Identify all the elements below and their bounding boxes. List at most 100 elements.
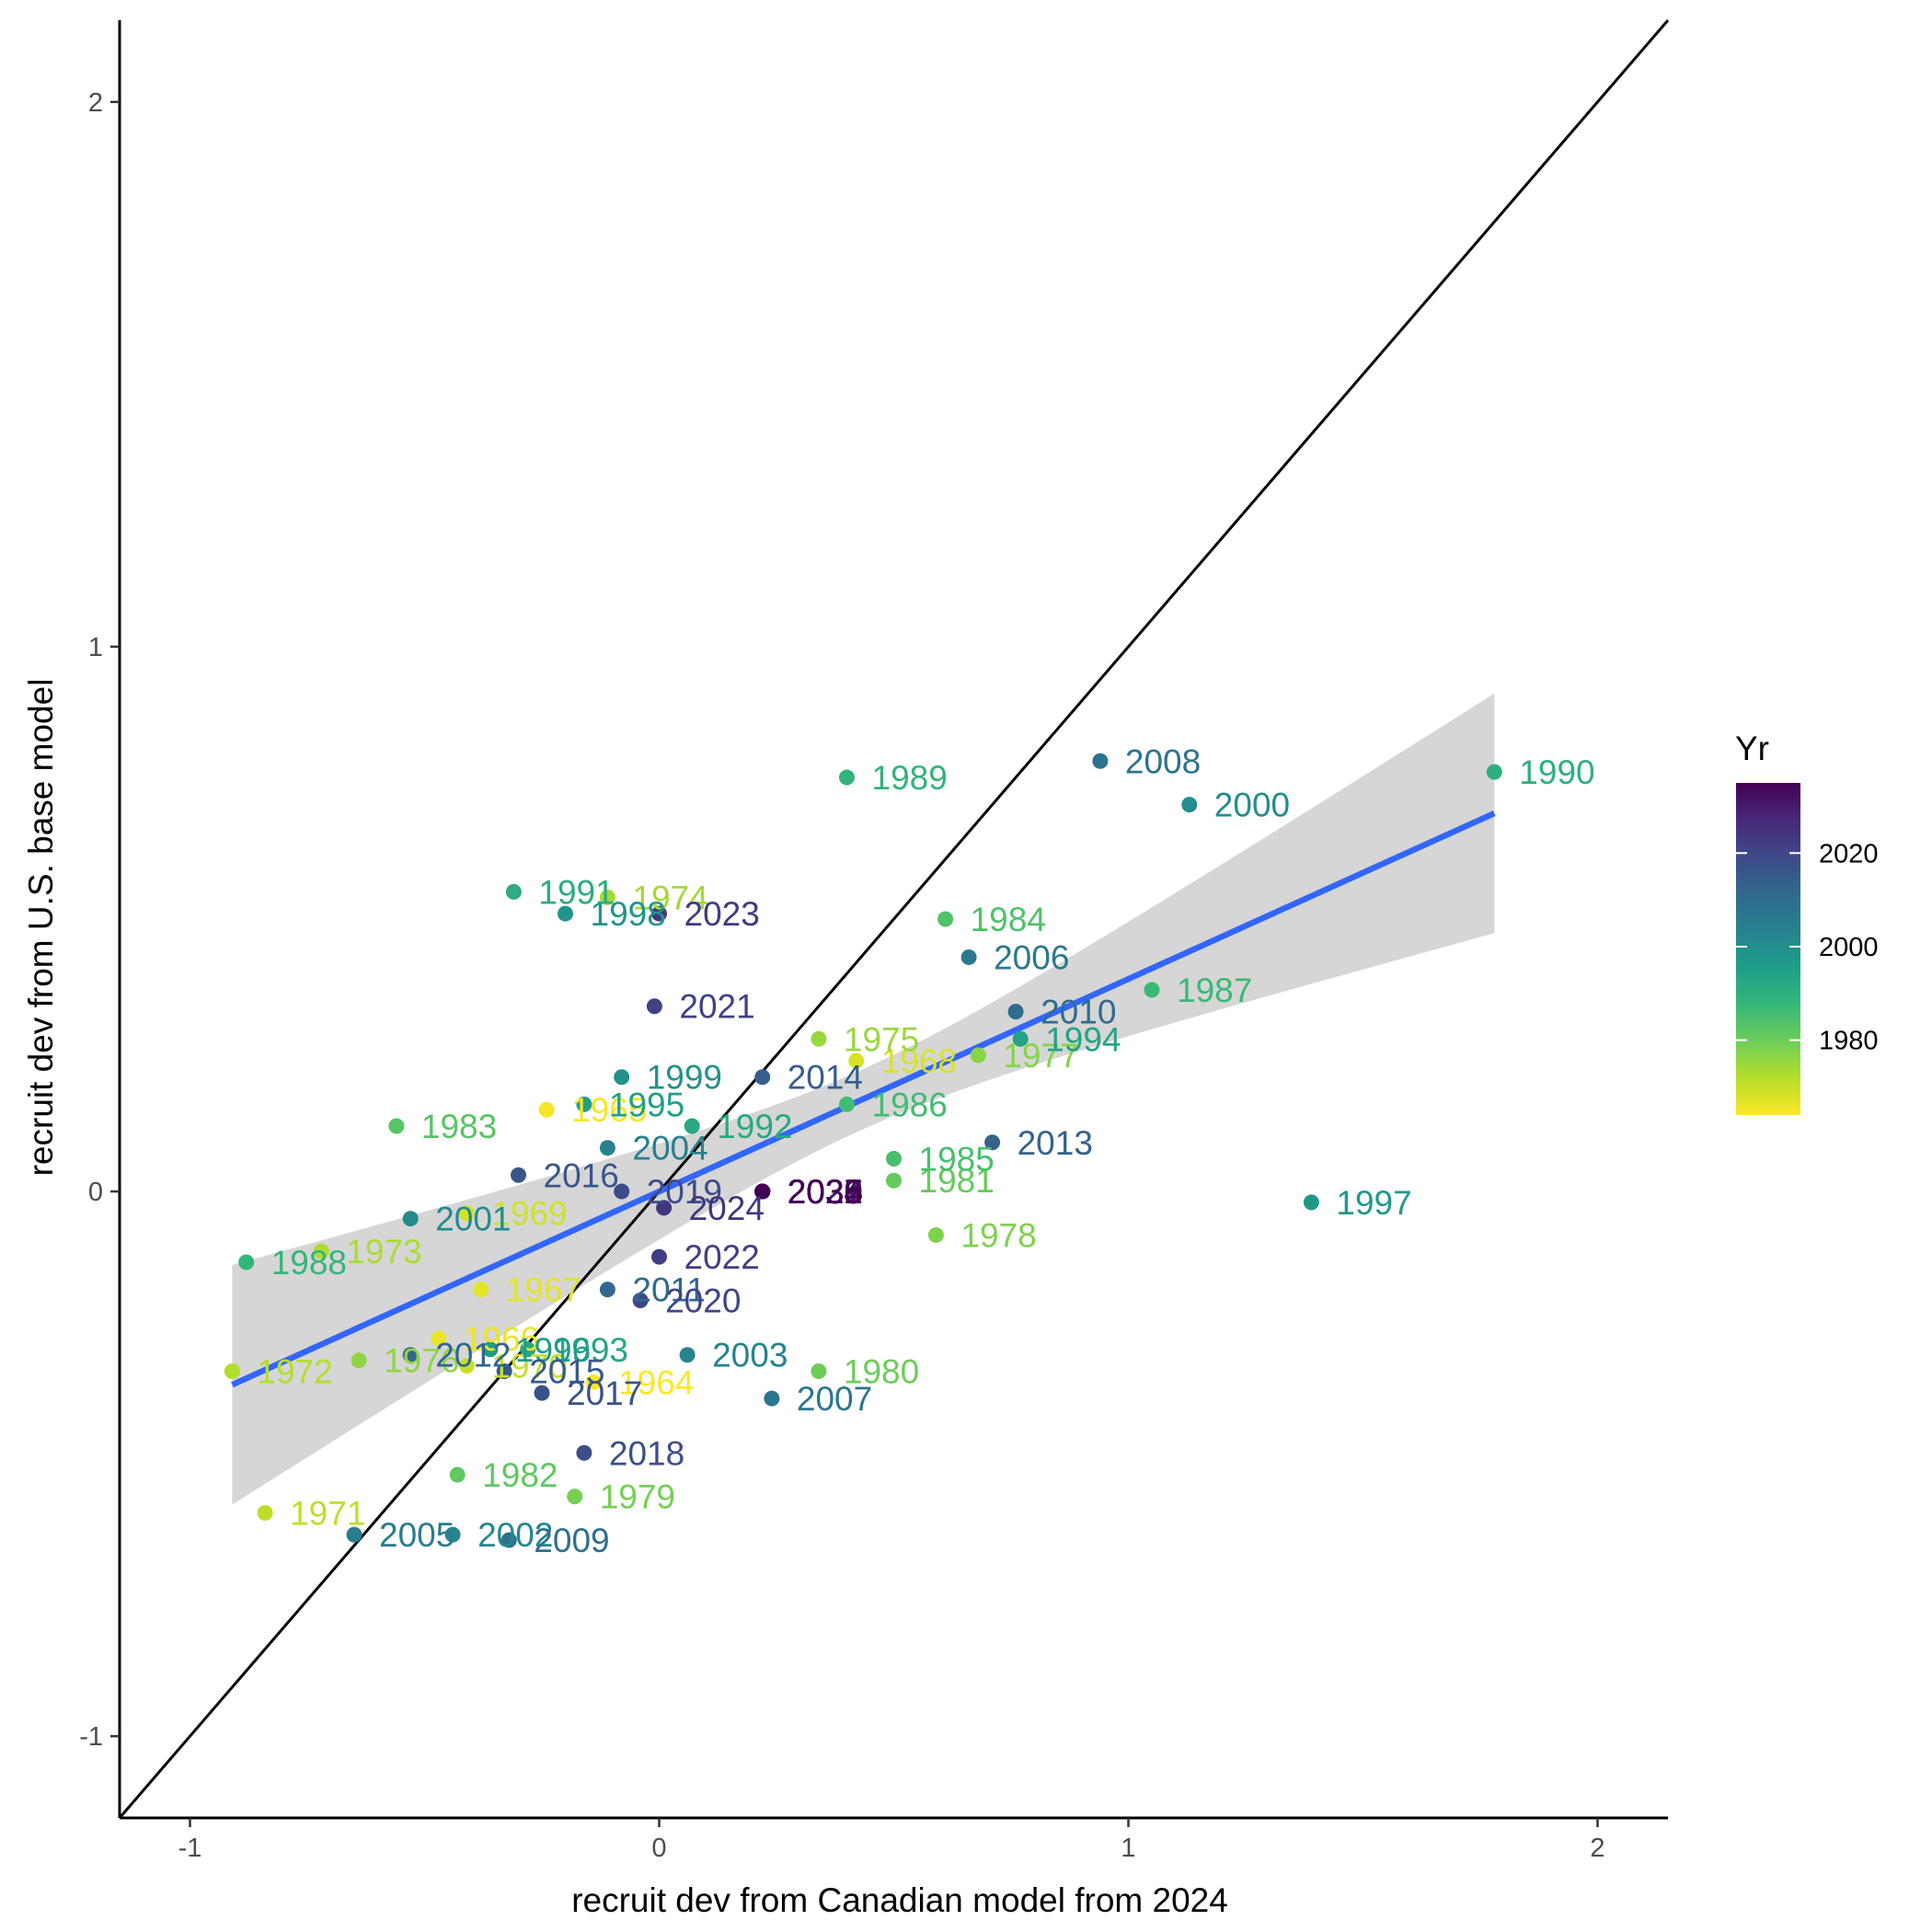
data-point	[886, 1172, 902, 1189]
data-point	[599, 1282, 615, 1298]
data-point	[764, 1390, 780, 1407]
point-label: 1999	[647, 1059, 722, 1097]
data-point	[848, 1052, 865, 1069]
data-point	[1303, 1194, 1319, 1211]
point-label: 1994	[1045, 1020, 1121, 1058]
point-label: 2023	[684, 895, 760, 933]
point-label: 1988	[271, 1244, 347, 1282]
point-label: 2022	[684, 1238, 760, 1276]
point-label: 1979	[600, 1478, 675, 1516]
point-label: 2032	[788, 1173, 863, 1211]
point-label: 1972	[257, 1352, 332, 1390]
data-point	[538, 1101, 555, 1118]
point-label: 1984	[971, 901, 1046, 938]
data-point	[970, 1047, 986, 1064]
data-point	[754, 1183, 771, 1200]
data-point	[458, 1205, 475, 1222]
point-label: 1970	[491, 1348, 567, 1386]
point-label: 2024	[689, 1190, 765, 1227]
point-label: 2005	[379, 1516, 454, 1554]
data-point	[927, 1226, 944, 1243]
colorbar-legend: Yr 1980 2000 2020	[1735, 730, 1879, 1115]
data-point	[646, 998, 662, 1015]
data-point	[576, 1444, 592, 1461]
data-point	[599, 1140, 615, 1156]
point-label: 2013	[1018, 1124, 1093, 1162]
point-label: 2020	[665, 1282, 741, 1319]
data-point	[567, 1489, 583, 1505]
point-label: 1998	[591, 895, 666, 933]
point-label: 2003	[712, 1337, 788, 1374]
point-label: 1974	[632, 879, 707, 916]
point-label: 1991	[538, 873, 614, 911]
point-label: 2000	[1214, 787, 1290, 824]
data-point	[839, 1096, 855, 1112]
point-label: 2033	[788, 1173, 863, 1211]
data-point	[839, 769, 855, 786]
data-point	[388, 1118, 405, 1134]
point-label: 1976	[384, 1342, 459, 1380]
data-point	[651, 905, 667, 922]
point-label: 2012	[435, 1337, 511, 1374]
point-label: 2002	[477, 1516, 553, 1554]
point-label: 1990	[1519, 753, 1594, 791]
point-label: 1995	[609, 1086, 684, 1123]
data-point	[482, 1341, 499, 1358]
point-label: 1978	[960, 1216, 1036, 1254]
colorbar-ticks: 1980 2000 2020	[1736, 839, 1879, 1056]
data-point	[1092, 753, 1109, 769]
point-label: 2030	[788, 1173, 863, 1211]
point-label: 2029	[788, 1173, 863, 1211]
point-label: 1981	[919, 1162, 995, 1200]
data-point	[505, 883, 522, 900]
y-axis-title: recruit dev from U.S. base model	[22, 679, 60, 1177]
colorbar	[1736, 783, 1800, 1115]
data-point	[1007, 1004, 1024, 1020]
point-label: 2021	[679, 988, 754, 1026]
point-label: 1969	[491, 1195, 567, 1233]
data-point	[534, 1385, 550, 1401]
point-label: 2035	[788, 1173, 863, 1211]
point-label: 1982	[482, 1456, 558, 1494]
y-tick-label: 1	[88, 633, 103, 662]
data-point	[238, 1254, 255, 1271]
data-point	[1486, 764, 1502, 780]
point-label: 2026	[788, 1173, 863, 1211]
data-point	[754, 1069, 771, 1086]
data-point	[684, 1118, 700, 1134]
point-label: 2031	[788, 1173, 863, 1211]
point-label: 2017	[567, 1374, 642, 1412]
point-label: 1986	[872, 1086, 948, 1123]
point-label: 2009	[534, 1522, 609, 1559]
point-label: 2011	[632, 1271, 706, 1309]
point-label: 1968	[881, 1042, 957, 1080]
point-label: 2015	[529, 1352, 604, 1390]
point-label: 2007	[797, 1380, 872, 1418]
data-point	[984, 1134, 1001, 1151]
data-point	[224, 1363, 240, 1379]
point-label: 1987	[1177, 972, 1252, 1009]
point-label: 1997	[1336, 1184, 1411, 1222]
data-point	[473, 1282, 489, 1298]
points-layer	[224, 753, 1502, 1548]
fit-line-layer	[231, 811, 1496, 1388]
point-label: 2006	[994, 938, 1069, 976]
data-point	[444, 1526, 461, 1543]
point-label: 1992	[717, 1108, 792, 1145]
x-tick-label: 0	[651, 1834, 666, 1863]
data-point	[500, 1532, 517, 1548]
point-label: 1989	[872, 759, 948, 797]
point-label: 2027	[788, 1173, 863, 1211]
data-point	[402, 1211, 419, 1227]
x-tick-label: 1	[1121, 1834, 1135, 1863]
point-label: 1977	[1003, 1037, 1078, 1075]
point-label: 1983	[421, 1108, 497, 1145]
point-label: 1967	[506, 1271, 581, 1309]
data-point	[520, 1341, 536, 1358]
data-point	[458, 1358, 475, 1374]
point-label: 1966	[464, 1320, 539, 1358]
x-axis-title: recruit dev from Canadian model from 202…	[571, 1881, 1228, 1919]
point-label: 2010	[1041, 994, 1116, 1031]
y-tick-label: 0	[88, 1178, 103, 1207]
